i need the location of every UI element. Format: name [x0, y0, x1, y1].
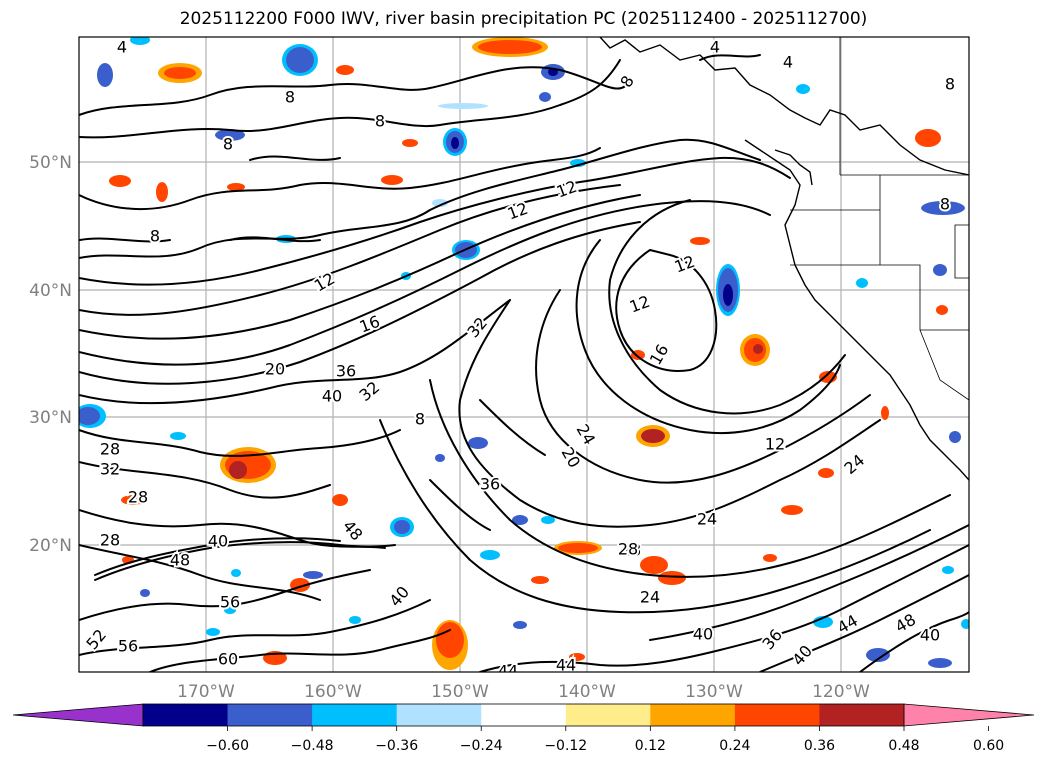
colorbar-extend-high — [903, 703, 1035, 727]
contour-label: 36 — [336, 362, 356, 381]
colorbar-segment — [143, 704, 229, 726]
longitude-labels: 170°W 160°W 150°W 140°W 130°W 120°W — [177, 682, 870, 702]
colorbar-segment — [734, 704, 820, 726]
lon-label-150w: 150°W — [431, 682, 489, 702]
lon-label-120w: 120°W — [812, 682, 870, 702]
contour-label: 8 — [940, 195, 950, 214]
contour-label: 28 — [128, 488, 148, 507]
colorbar-extend-low — [12, 703, 144, 727]
contour-label: 40 — [208, 532, 228, 551]
contour-label: 32 — [100, 460, 120, 479]
contour-label: 28 — [618, 540, 638, 559]
colorbar-tick-label: −0.60 — [206, 738, 249, 754]
contour-label: 4 — [117, 38, 127, 57]
contour-label: 8 — [375, 112, 385, 131]
contour-label: 8 — [150, 227, 160, 246]
contour-label: 12 — [765, 435, 785, 454]
contour-label: 28 — [100, 440, 120, 459]
colorbar: −0.60 −0.48 −0.36 −0.24 −0.12 0.12 0.24 0.36 0.4… — [12, 703, 1035, 754]
colorbar-segment — [819, 704, 905, 726]
contour-label: 8 — [285, 88, 295, 107]
colorbar-tick-label: −0.24 — [460, 738, 503, 754]
contour-label: 8 — [945, 75, 955, 94]
colorbar-segment — [565, 704, 651, 726]
contour-label: 8 — [415, 410, 425, 429]
map-frame — [78, 36, 970, 673]
colorbar-tick-label: −0.12 — [544, 738, 587, 754]
contour-label: 40 — [322, 387, 342, 406]
contour-label: 56 — [118, 637, 138, 656]
colorbar-tick-label: −0.48 — [291, 738, 334, 754]
colorbar-segment — [396, 704, 482, 726]
lat-label-50: 50°N — [29, 153, 72, 173]
contour-label: 20 — [265, 360, 285, 379]
iwv-contours — [79, 54, 969, 672]
lon-label-130w: 130°W — [685, 682, 743, 702]
lon-label-140w: 140°W — [558, 682, 616, 702]
political-borders — [790, 37, 969, 401]
colorbar-segment — [481, 704, 567, 726]
chart-title: 2025112200 F000 IWV, river basin precipi… — [179, 9, 868, 29]
colorbar-tick-label: 0.12 — [635, 738, 666, 754]
lat-label-20: 20°N — [29, 536, 72, 556]
latitude-labels: 50°N 40°N 30°N 20°N — [29, 153, 72, 556]
lat-label-40: 40°N — [29, 281, 72, 301]
contour-label: 40 — [693, 625, 713, 644]
lon-label-160w: 160°W — [304, 682, 362, 702]
contour-label: 44 — [556, 656, 576, 675]
contour-label: 36 — [480, 475, 500, 494]
contour-label: 24 — [697, 510, 717, 529]
colorbar-segment — [650, 704, 736, 726]
colorbar-tick-label: 0.60 — [973, 738, 1004, 754]
colorbar-tick-label: 0.36 — [804, 738, 835, 754]
coastline — [599, 37, 969, 481]
colorbar-tick-label: 0.48 — [888, 738, 919, 754]
contour-label: 4 — [783, 53, 793, 72]
colorbar-segment — [227, 704, 313, 726]
contour-label: 8 — [223, 135, 233, 154]
contour-label: 44 — [498, 662, 518, 681]
contour-label: 48 — [170, 551, 190, 570]
colorbar-tick-label: 0.24 — [719, 738, 750, 754]
contour-label: 4 — [710, 38, 720, 57]
contour-label: 40 — [920, 626, 940, 645]
colorbar-tick-label: −0.36 — [375, 738, 418, 754]
map-background — [79, 37, 969, 672]
contour-label: 60 — [218, 650, 238, 669]
contour-label: 28 — [621, 541, 641, 560]
lon-label-170w: 170°W — [177, 682, 235, 702]
colorbar-segment — [312, 704, 398, 726]
precipitation-anomaly-fill — [79, 37, 969, 670]
contour-label: 24 — [640, 588, 660, 607]
contour-label: 28 — [100, 531, 120, 550]
lat-label-30: 30°N — [29, 408, 72, 428]
contour-label: 56 — [220, 593, 240, 612]
